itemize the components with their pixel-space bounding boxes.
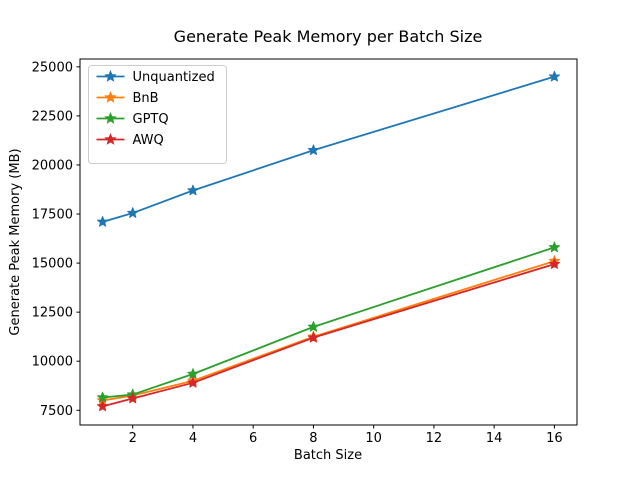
series-marker-awq (307, 331, 320, 343)
series-marker-gptq (548, 241, 561, 253)
legend-item-awq: AWQ (96, 132, 164, 148)
y-tick-label: 25000 (32, 60, 73, 75)
series-marker-gptq (307, 320, 320, 332)
x-tick-label: 8 (309, 431, 317, 446)
series-marker-awq (127, 392, 139, 404)
legend-marker-awq (104, 132, 117, 145)
series-marker-awq (96, 400, 109, 412)
series-marker-awq (548, 258, 561, 269)
x-axis-label: Batch Size (294, 448, 362, 463)
legend-marker-unquantized (104, 69, 117, 82)
legend-marker-bnb (104, 90, 117, 103)
series-gptq (96, 241, 561, 403)
series-marker-unquantized (127, 207, 139, 218)
legend-label-bnb: BnB (133, 91, 159, 106)
x-tick-label: 14 (486, 431, 503, 446)
series-marker-gptq (187, 368, 199, 379)
legend-label-gptq: GPTQ (133, 112, 169, 127)
axes-frame (79, 58, 578, 426)
series-unquantized (96, 70, 561, 227)
x-tick-label: 10 (365, 431, 382, 446)
x-tick-label: 12 (426, 431, 443, 446)
series-awq (96, 258, 561, 412)
y-axis-ticks: 7500 10000 12500 15000 17500 20000 22500 25000 (32, 60, 80, 419)
series-marker-unquantized (96, 215, 109, 227)
series-line-awq (101, 263, 556, 408)
y-tick-label: 17500 (32, 208, 73, 223)
legend-item-unquantized: Unquantized (96, 69, 215, 85)
plot-area: 2 4 6 8 10 12 14 16 7500 10000 12500 15000 17500 2000… (32, 58, 578, 446)
y-tick-label: 12500 (32, 306, 73, 321)
x-axis-ticks: 2 4 6 8 10 12 14 16 (129, 425, 563, 446)
legend-item-bnb: BnB (96, 90, 159, 106)
y-tick-label: 20000 (32, 158, 73, 173)
series-marker-gptq (96, 391, 109, 403)
legend-label-awq: AWQ (133, 133, 164, 148)
series-line-bnb (101, 260, 556, 402)
y-tick-label: 15000 (32, 257, 73, 272)
series-marker-unquantized (307, 144, 320, 156)
y-axis-label: Generate Peak Memory (MB) (8, 148, 23, 335)
series-marker-awq (187, 376, 199, 388)
y-tick-label: 22500 (32, 109, 73, 124)
x-tick-label: 2 (129, 431, 137, 446)
legend-marker-gptq (104, 111, 117, 124)
x-tick-label: 6 (249, 431, 257, 446)
series-marker-unquantized (187, 184, 199, 196)
x-tick-label: 16 (546, 431, 563, 446)
legend-item-gptq: GPTQ (96, 111, 169, 127)
y-tick-label: 7500 (40, 404, 73, 419)
series-line-gptq (101, 246, 556, 399)
series-marker-unquantized (548, 70, 561, 82)
x-tick-label: 4 (189, 431, 197, 446)
y-tick-label: 10000 (32, 355, 73, 370)
chart-title: Generate Peak Memory per Batch Size (174, 27, 483, 46)
legend-label-unquantized: Unquantized (133, 70, 215, 85)
legend: Unquantized BnB GPTQ AWQ (88, 65, 227, 164)
